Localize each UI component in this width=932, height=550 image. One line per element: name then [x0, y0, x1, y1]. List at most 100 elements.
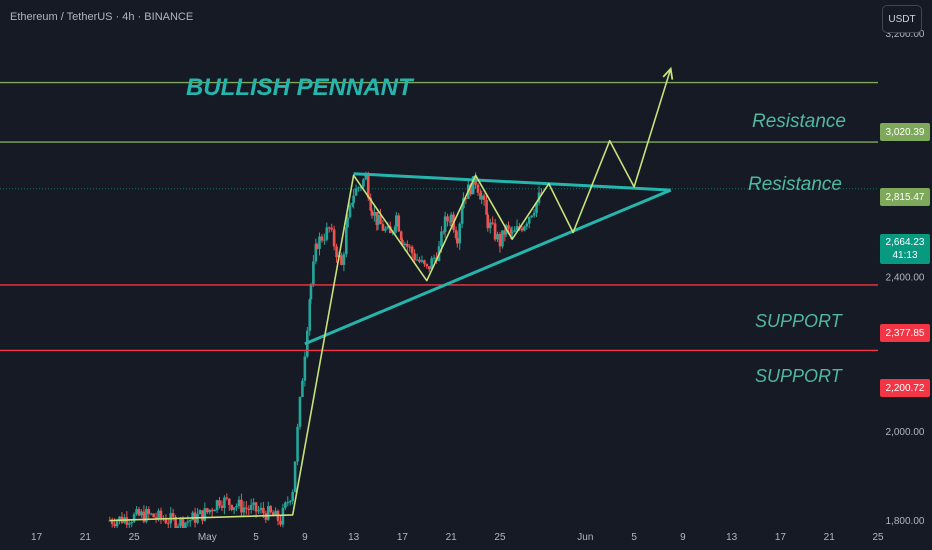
- candle-body-24: [166, 523, 170, 525]
- candle-body-0: [108, 520, 112, 522]
- candle-body-66: [269, 506, 273, 513]
- candle-body-31: [184, 522, 187, 531]
- time-tick-13: 13: [726, 532, 738, 543]
- candle-body-114: [379, 215, 382, 225]
- candle-body-78: [298, 397, 302, 427]
- candle-body-165: [493, 223, 497, 240]
- candle-body-93: [332, 229, 336, 247]
- candle-body-41: [208, 509, 212, 513]
- candle-body-10: [132, 514, 136, 522]
- candle-body-92: [330, 227, 333, 230]
- candle-body-37: [198, 510, 202, 514]
- time-tick-12: 9: [680, 532, 686, 543]
- candle-body-96: [340, 255, 343, 265]
- candle-body-171: [507, 225, 510, 229]
- candle-body-150: [460, 208, 464, 224]
- resistance-label-1: Resistance: [752, 111, 846, 132]
- candle-body-67: [271, 512, 275, 516]
- candle-body-159: [480, 195, 483, 200]
- price-axis[interactable]: 3,200.00 2,400.00 2,000.00 1,800.00: [878, 0, 932, 550]
- candle-body-38: [201, 510, 204, 521]
- candle-body-88: [320, 236, 324, 241]
- candle-body-33: [188, 520, 192, 522]
- candle-body-100: [348, 204, 352, 217]
- candle-body-110: [370, 210, 374, 216]
- candle-body-143: [446, 216, 449, 222]
- candle-body-83: [309, 284, 313, 300]
- candle-body-168: [501, 230, 504, 247]
- levels-layer: [0, 81, 878, 352]
- time-tick-9: 25: [494, 532, 506, 543]
- candle-body-15: [145, 509, 148, 522]
- candle-body-77: [296, 426, 299, 462]
- candle-body-130: [415, 259, 419, 261]
- candle-body-147: [454, 230, 458, 239]
- time-tick-7: 17: [397, 532, 409, 543]
- candle-body-63: [262, 507, 265, 514]
- candle-body-174: [513, 230, 516, 233]
- candle-body-141: [442, 231, 446, 233]
- pennant-lower-line: [304, 188, 672, 346]
- candle-body-13: [140, 511, 143, 516]
- candle-body-132: [420, 260, 424, 262]
- candle-body-179: [525, 223, 529, 227]
- projection-path: [109, 68, 672, 522]
- candle-body-3: [115, 520, 119, 527]
- candle-body-9: [130, 521, 133, 524]
- currency-button[interactable]: USDT: [882, 5, 922, 33]
- candle-body-12: [137, 509, 141, 516]
- candle-body-140: [440, 231, 443, 247]
- candle-body-47: [223, 497, 226, 508]
- candle-body-73: [286, 502, 290, 504]
- candle-body-7: [125, 517, 129, 525]
- time-tick-16: 25: [872, 532, 884, 543]
- candle-body-61: [257, 510, 260, 512]
- symbol-info[interactable]: Ethereum / TetherUS · 4h · BINANCE: [10, 11, 194, 23]
- price-tick-1: 2,400.00: [886, 273, 925, 284]
- candle-body-23: [164, 519, 168, 524]
- candle-body-74: [288, 500, 292, 503]
- candle-body-40: [206, 508, 209, 513]
- candle-body-91: [327, 227, 331, 229]
- last-price-tag: 2,664.23 41:13: [880, 234, 930, 264]
- candle-body-180: [527, 217, 531, 224]
- candle-body-99: [346, 216, 349, 228]
- candle-body-16: [147, 509, 151, 514]
- candle-body-2: [113, 524, 116, 527]
- pennant-upper-line: [353, 172, 671, 192]
- candle-body-126: [405, 243, 409, 247]
- time-tick-8: 21: [446, 532, 458, 543]
- candle-body-173: [510, 232, 514, 234]
- candle-body-131: [418, 259, 421, 262]
- candle-body-85: [314, 243, 318, 262]
- candle-body-137: [432, 257, 436, 259]
- candle-body-62: [259, 507, 263, 511]
- candle-body-54: [240, 499, 243, 513]
- candle-body-59: [252, 502, 255, 505]
- resistance-price-tag-1: 3,020.39: [880, 123, 930, 141]
- candle-body-118: [388, 226, 392, 234]
- candle-body-87: [318, 236, 321, 249]
- candle-body-52: [235, 506, 238, 508]
- candle-body-163: [488, 222, 492, 229]
- candle-body-4: [118, 516, 121, 521]
- candle-body-50: [230, 504, 233, 510]
- support-label-2: SUPPORT: [755, 366, 842, 386]
- candle-body-164: [491, 222, 494, 224]
- candle-body-26: [171, 513, 175, 518]
- candle-body-14: [142, 511, 146, 522]
- price-axis-bg: [878, 0, 932, 550]
- candle-body-116: [384, 228, 387, 231]
- resistance-price-tag-2: 2,815.47: [880, 188, 930, 206]
- candle-body-75: [291, 492, 294, 501]
- time-axis[interactable]: 17 21 25 May 5 9 13 17 21 25 Jun 5 9 13 17 21 25: [0, 528, 932, 550]
- support-price-tag-2: 2,200.72: [880, 379, 930, 397]
- candle-body-27: [174, 517, 177, 529]
- candle-body-122: [397, 215, 401, 232]
- candle-body-21: [159, 510, 163, 519]
- time-tick-5: 9: [302, 532, 308, 543]
- candle-body-148: [455, 238, 459, 244]
- candle-body-136: [430, 258, 433, 270]
- time-tick-11: 5: [631, 532, 637, 543]
